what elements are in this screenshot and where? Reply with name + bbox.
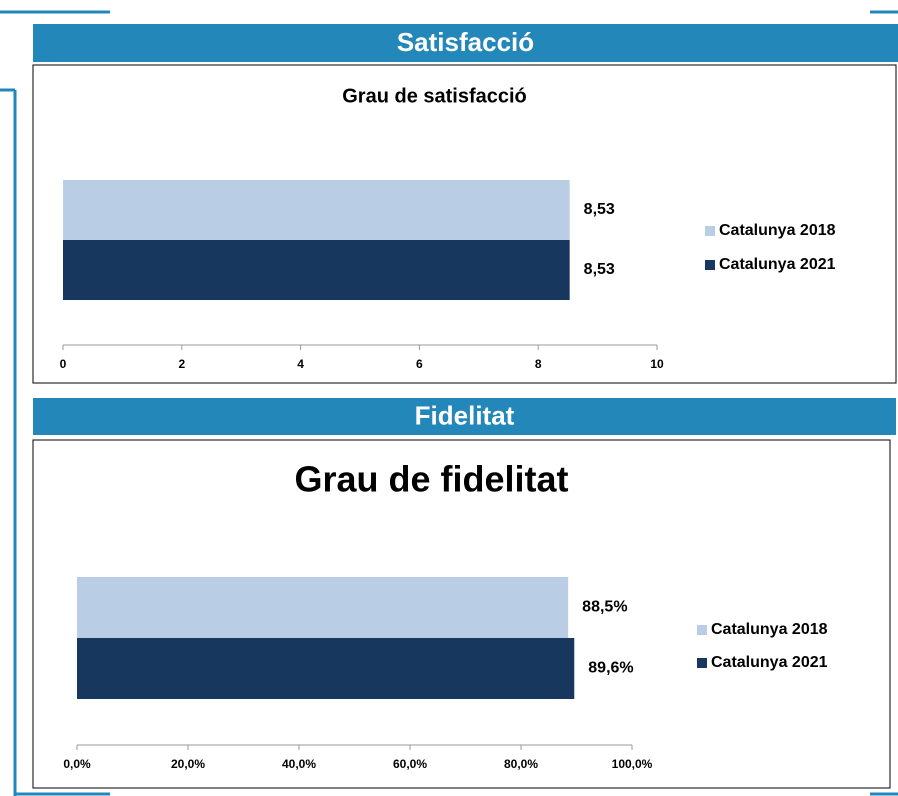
chart-title: Grau de fidelitat (294, 459, 568, 500)
legend-swatch (705, 260, 715, 270)
value-label: 89,6% (588, 660, 633, 677)
section-title: Satisfacció (397, 27, 534, 57)
bar (63, 180, 570, 240)
legend-label: Catalunya 2018 (711, 621, 828, 638)
legend-swatch (697, 625, 707, 635)
x-tick-label: 100,0% (612, 757, 653, 771)
x-tick-label: 10 (650, 357, 664, 371)
x-tick-label: 8 (535, 357, 542, 371)
section-header (33, 24, 898, 62)
x-tick-label: 2 (178, 357, 185, 371)
legend-label: Catalunya 2018 (719, 222, 836, 239)
x-tick-label: 6 (416, 357, 423, 371)
x-tick-label: 60,0% (393, 757, 427, 771)
legend-label: Catalunya 2021 (711, 654, 828, 671)
value-label: 88,5% (582, 599, 627, 616)
x-tick-label: 0 (60, 357, 67, 371)
bar (77, 638, 575, 699)
x-tick-label: 80,0% (504, 757, 538, 771)
x-tick-label: 0,0% (63, 757, 91, 771)
section-header (33, 398, 896, 435)
legend-swatch (705, 226, 715, 236)
legend-swatch (697, 658, 707, 668)
legend-label: Catalunya 2021 (719, 256, 836, 273)
bar (63, 240, 570, 300)
x-tick-label: 40,0% (282, 757, 316, 771)
bar (77, 577, 569, 638)
value-label: 8,53 (584, 261, 615, 278)
x-tick-label: 4 (297, 357, 304, 371)
value-label: 8,53 (584, 201, 615, 218)
chart-title: Grau de satisfacció (342, 85, 527, 107)
section-title: Fidelitat (415, 400, 515, 430)
decoration (0, 10, 898, 796)
x-tick-label: 20,0% (171, 757, 205, 771)
